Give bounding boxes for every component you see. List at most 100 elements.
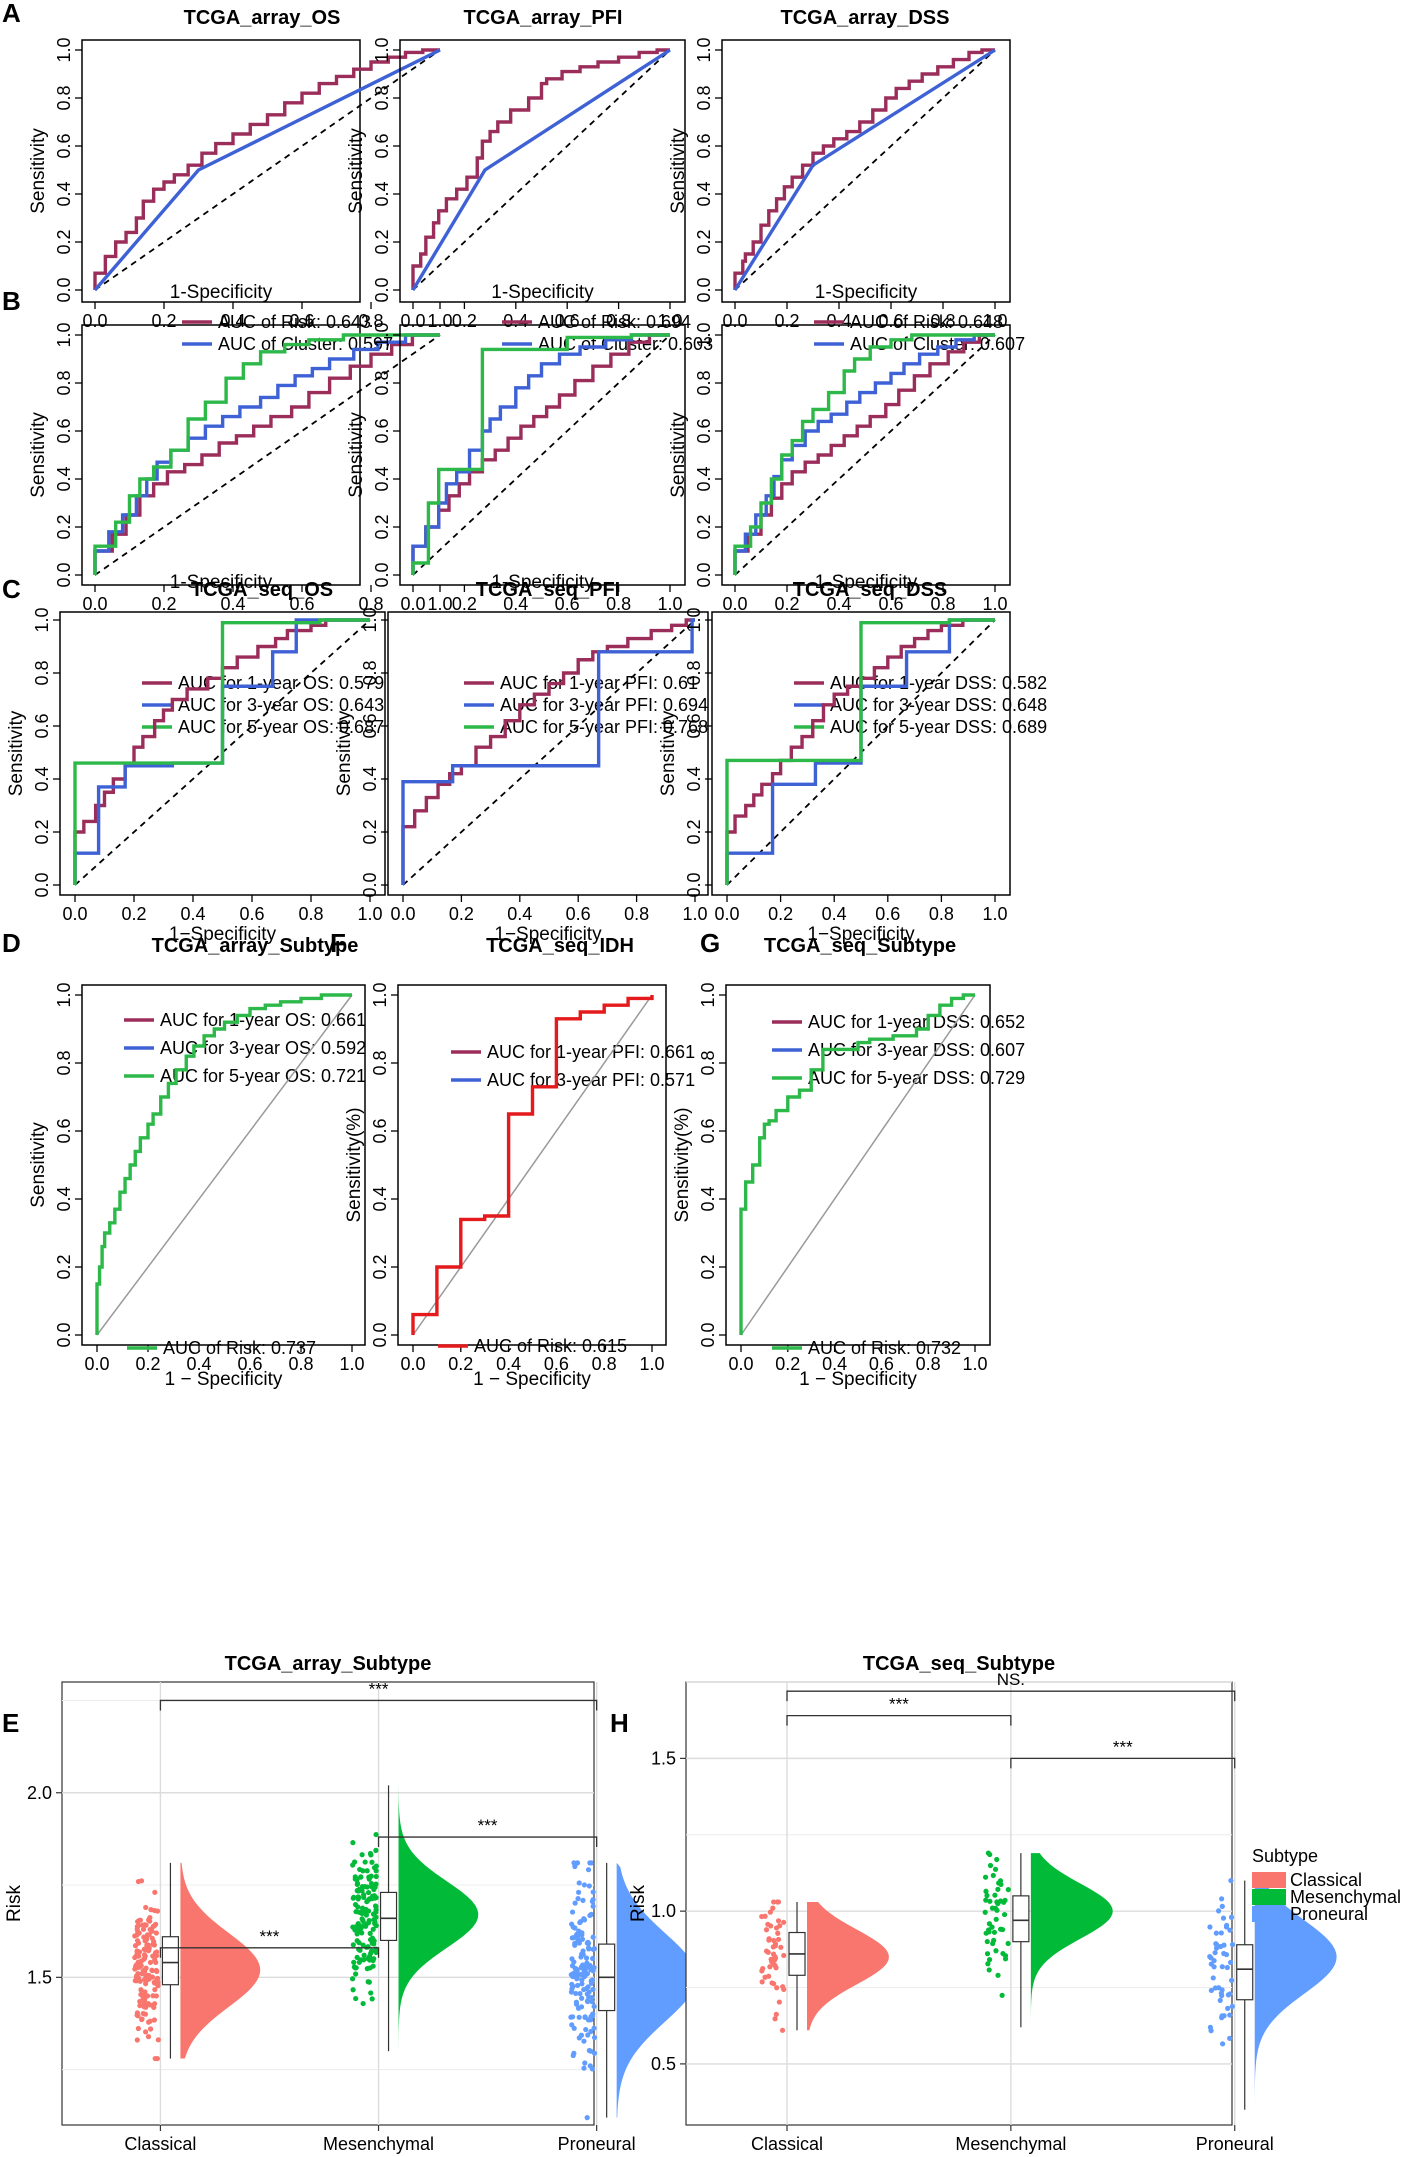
x-tick-label: Mesenchymal <box>955 2134 1066 2154</box>
plot-frame <box>81 324 361 586</box>
significance-label: *** <box>889 1695 909 1714</box>
x-tick-label: 0.6 <box>875 904 900 924</box>
panel-letter-c: C <box>2 574 21 604</box>
data-point <box>985 1961 991 1967</box>
data-point <box>577 1990 583 1997</box>
data-point <box>992 1866 999 1872</box>
plot-frame <box>399 324 686 586</box>
legend-label-5-year: AUC for 5-year OS: 0.721 <box>160 1066 366 1086</box>
data-point <box>989 1924 995 1930</box>
roc-curve-3-year <box>725 618 995 885</box>
x-tick-label: 1.0 <box>357 904 382 924</box>
y-tick-label: 0.6 <box>694 418 714 443</box>
x-tick-label: 0.0 <box>714 904 739 924</box>
data-point <box>587 1912 593 1919</box>
data-point <box>986 1967 992 1973</box>
data-point <box>138 1987 144 1993</box>
y-tick-label: 0.6 <box>694 133 714 158</box>
data-point <box>1208 1961 1214 1967</box>
y-tick-label: 0.0 <box>684 872 704 897</box>
roc-curve-5-year <box>73 618 370 885</box>
legend-label-classical: Classical <box>1290 1870 1362 1890</box>
panel-letter-a: A <box>2 0 21 28</box>
y-tick-label: 0.4 <box>372 466 392 491</box>
y-tick-label: 2.0 <box>27 1783 52 1803</box>
y-tick-label: 0.0 <box>360 872 380 897</box>
x-tick-label: 1.0 <box>657 594 682 614</box>
x-axis-label: 1 − Specificity <box>473 1369 591 1390</box>
y-tick-label: 0.6 <box>360 713 380 738</box>
panel-title: TCGA_seq_Subtype <box>764 935 956 957</box>
roc-curve-5-year <box>93 333 440 575</box>
data-point <box>1005 1940 1011 1947</box>
data-point <box>155 2037 161 2043</box>
y-tick-label: 1.5 <box>27 1967 52 1987</box>
y-tick-label: 1.0 <box>32 607 52 632</box>
data-point <box>581 1882 587 1888</box>
x-axis-label: 1 − Specificity <box>799 1369 917 1390</box>
data-point <box>770 1905 776 1911</box>
roc-panel-b1: 0.00.00.20.20.40.40.60.60.80.81.01.01-Sp… <box>28 322 453 737</box>
data-point <box>581 2065 587 2071</box>
data-point <box>569 1956 575 1962</box>
data-point <box>139 2016 145 2022</box>
x-tick-label: 0.0 <box>400 311 425 331</box>
data-point <box>586 1994 592 2000</box>
y-tick-label: 1.0 <box>684 607 704 632</box>
panel-letter-b: B <box>2 286 21 316</box>
roc-panel-b3: 0.0 0.0 0.2 0.2 0.4 0.4 0.6 0.6 0.8 0.8 1.0 1.0 1-Sp… <box>668 322 1047 737</box>
data-point <box>373 1873 379 1880</box>
data-point <box>762 1974 768 1980</box>
violin-mesenchymal <box>1030 1853 1113 2028</box>
data-point <box>363 1912 370 1918</box>
data-point <box>574 1982 581 1989</box>
roc-curve-5-year <box>725 618 995 885</box>
roc-curve-3-year <box>411 333 670 575</box>
x-axis-label: 1-Specificity <box>170 572 273 593</box>
data-point <box>1005 1886 1011 1893</box>
x-tick-label: 0.8 <box>916 1354 941 1374</box>
data-point <box>777 1923 783 1929</box>
data-point <box>994 1856 1000 1863</box>
y-axis-label: Sensitivity <box>346 412 367 498</box>
data-point <box>772 1955 779 1961</box>
roc-curve-3-year <box>401 618 695 885</box>
data-point <box>135 1971 141 1977</box>
data-point <box>1219 1964 1225 1970</box>
y-axis-label: Sensitivity <box>668 412 689 498</box>
data-point <box>356 1940 362 1946</box>
data-point <box>1221 1942 1227 1948</box>
roc-panel-f: TCGA_seq_IDH 0.0 0.0 0.2 0.2 0.4 0.4 0.6 0.6 0.8 0… <box>344 935 667 1390</box>
y-tick-label: 1.0 <box>54 982 74 1007</box>
data-point <box>590 1934 596 1940</box>
data-point <box>361 1894 367 1900</box>
x-tick-label: Classical <box>751 2134 823 2154</box>
data-point <box>149 1967 155 1973</box>
data-point <box>153 1967 159 1974</box>
x-tick-label: 0.8 <box>358 311 383 331</box>
data-point <box>569 1909 576 1915</box>
y-tick-label: 0.2 <box>698 1254 718 1279</box>
roc-panel-g: TCGA_seq_Subtype 0.0 0.0 0.2 0.2 0.4 0.4 0.6 0.6… <box>672 935 991 1390</box>
data-point <box>364 1966 370 1972</box>
data-point <box>372 1920 378 1926</box>
y-tick-label: 0.0 <box>370 1322 390 1347</box>
y-tick-label: 1.0 <box>372 37 392 62</box>
roc-curve-risk <box>411 995 654 1335</box>
y-tick-label: 0.0 <box>694 277 714 302</box>
data-point <box>579 1936 586 1942</box>
data-point <box>351 1964 357 1970</box>
x-tick-label: 1.0 <box>639 1354 664 1374</box>
reference-diagonal <box>412 334 671 576</box>
roc-panel-a2: TCGA_array_PFI 0.0 0.0 0.2 0.2 0.4 0.4 0.6 0.6 0.… <box>346 7 713 354</box>
x-tick-label: 0.4 <box>180 904 205 924</box>
y-tick-label: 0.4 <box>54 1186 74 1211</box>
data-point <box>989 1905 996 1911</box>
data-point <box>145 1993 151 1999</box>
plot-frame <box>81 39 361 303</box>
y-axis-label: Sensitivity <box>28 128 49 214</box>
y-tick-label: 0.4 <box>684 766 704 791</box>
data-point <box>143 1904 149 1911</box>
data-point <box>353 1971 359 1977</box>
